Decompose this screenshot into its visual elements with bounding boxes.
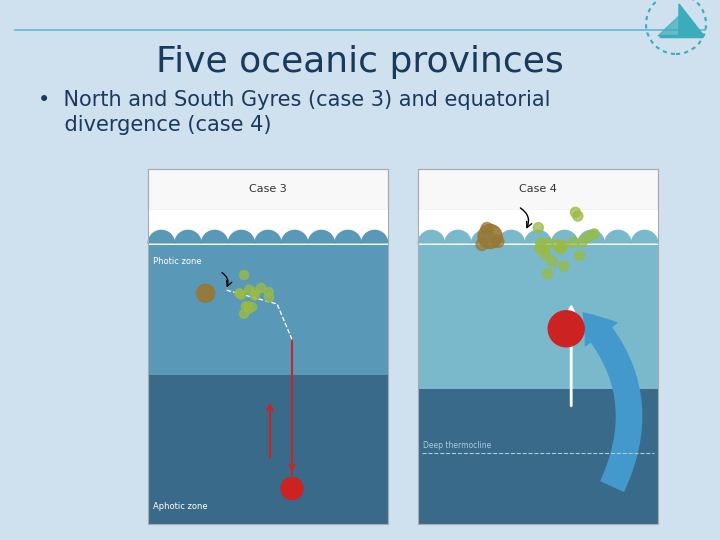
Wedge shape — [631, 230, 659, 244]
FancyBboxPatch shape — [148, 210, 388, 226]
Circle shape — [256, 284, 266, 292]
FancyBboxPatch shape — [418, 389, 658, 524]
Wedge shape — [471, 230, 498, 244]
Circle shape — [251, 288, 260, 296]
Wedge shape — [201, 230, 228, 244]
Text: •  North and South Gyres (case 3) and equatorial: • North and South Gyres (case 3) and equ… — [38, 90, 551, 110]
Circle shape — [557, 242, 566, 252]
Text: Aphotic zone: Aphotic zone — [153, 502, 207, 511]
FancyBboxPatch shape — [148, 210, 388, 245]
Wedge shape — [604, 230, 632, 244]
FancyBboxPatch shape — [148, 210, 388, 375]
Circle shape — [481, 222, 493, 234]
FancyArrowPatch shape — [583, 313, 642, 491]
Wedge shape — [498, 230, 525, 244]
Circle shape — [543, 238, 553, 248]
Wedge shape — [148, 230, 175, 244]
FancyBboxPatch shape — [418, 210, 658, 245]
Circle shape — [589, 229, 599, 239]
FancyBboxPatch shape — [148, 169, 388, 210]
Circle shape — [478, 225, 502, 248]
Circle shape — [570, 207, 580, 217]
Circle shape — [539, 245, 549, 255]
Circle shape — [197, 284, 215, 302]
Wedge shape — [254, 230, 282, 244]
Circle shape — [248, 302, 256, 312]
Wedge shape — [334, 230, 362, 244]
Circle shape — [558, 241, 568, 251]
Wedge shape — [444, 230, 472, 244]
Text: Case 3: Case 3 — [249, 185, 287, 194]
Circle shape — [240, 309, 248, 319]
Circle shape — [237, 291, 246, 299]
Wedge shape — [281, 230, 309, 244]
FancyBboxPatch shape — [148, 375, 388, 524]
Circle shape — [244, 305, 253, 314]
Circle shape — [251, 291, 259, 300]
Circle shape — [556, 244, 565, 254]
Circle shape — [547, 256, 557, 267]
Circle shape — [264, 293, 274, 302]
Circle shape — [240, 271, 248, 280]
Circle shape — [245, 285, 253, 294]
Wedge shape — [361, 230, 389, 244]
Polygon shape — [658, 16, 679, 36]
Polygon shape — [679, 4, 704, 36]
Circle shape — [235, 289, 244, 298]
Circle shape — [548, 310, 584, 347]
Circle shape — [575, 251, 585, 260]
Circle shape — [541, 249, 550, 259]
Circle shape — [264, 287, 273, 296]
Wedge shape — [577, 230, 606, 244]
Wedge shape — [307, 230, 336, 244]
FancyBboxPatch shape — [418, 210, 658, 226]
Wedge shape — [551, 230, 579, 244]
Circle shape — [534, 222, 544, 233]
Text: Case 4: Case 4 — [519, 185, 557, 194]
Wedge shape — [174, 230, 202, 244]
Circle shape — [543, 269, 552, 279]
Circle shape — [573, 211, 583, 221]
Circle shape — [536, 238, 546, 248]
Circle shape — [241, 302, 251, 311]
Circle shape — [568, 237, 578, 247]
Circle shape — [559, 261, 569, 271]
Wedge shape — [228, 230, 255, 244]
Text: divergence (case 4): divergence (case 4) — [38, 115, 271, 135]
Circle shape — [577, 237, 588, 247]
Circle shape — [584, 232, 594, 242]
Circle shape — [281, 477, 303, 500]
Circle shape — [244, 302, 253, 311]
Circle shape — [476, 239, 488, 251]
Text: Deep thermocline: Deep thermocline — [423, 441, 491, 450]
Text: Photic zone: Photic zone — [153, 257, 202, 266]
Wedge shape — [418, 230, 445, 244]
Wedge shape — [524, 230, 552, 244]
FancyBboxPatch shape — [418, 210, 658, 389]
Text: Five oceanic provinces: Five oceanic provinces — [156, 45, 564, 79]
Circle shape — [535, 244, 544, 254]
FancyBboxPatch shape — [418, 169, 658, 210]
Circle shape — [552, 240, 562, 250]
Circle shape — [492, 235, 504, 247]
